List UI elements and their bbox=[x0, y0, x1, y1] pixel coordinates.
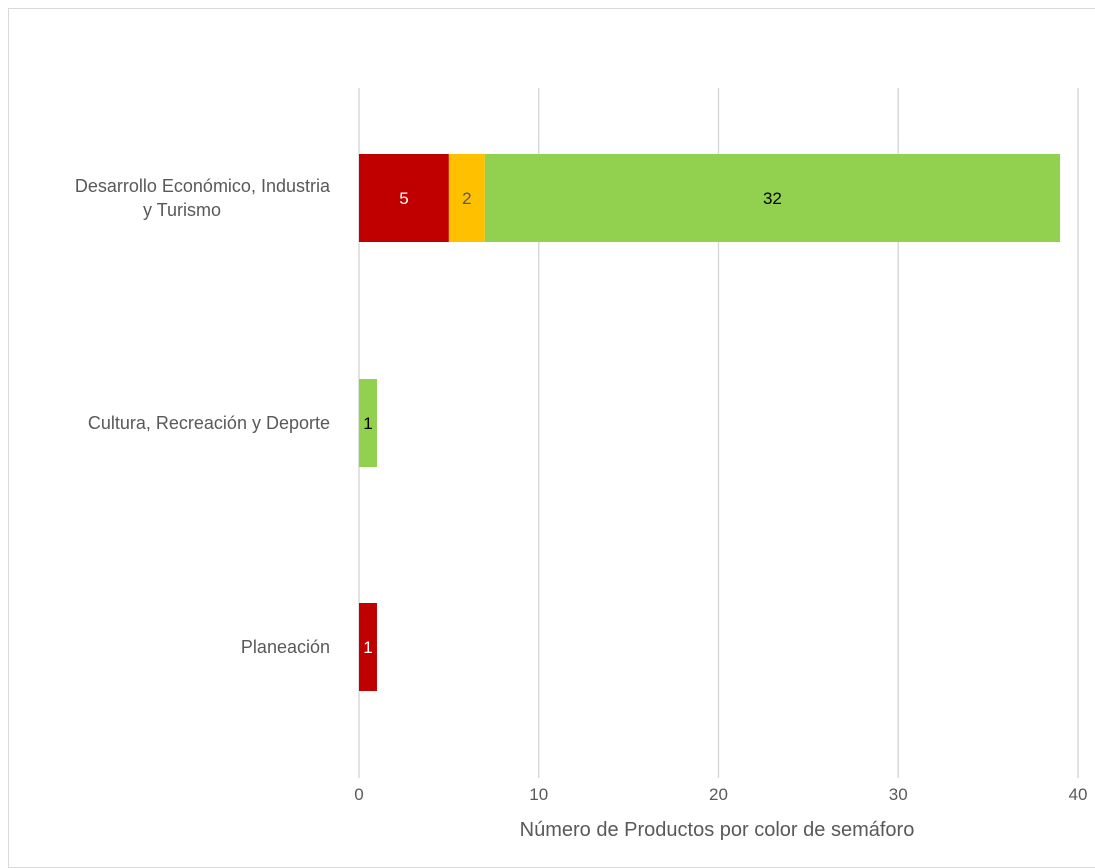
category-label: Planeación bbox=[241, 637, 330, 657]
x-tick-label: 10 bbox=[529, 785, 548, 804]
bar-segment bbox=[359, 154, 449, 242]
x-axis-title: Número de Productos por color de semáfor… bbox=[520, 819, 915, 841]
category-label: Cultura, Recreación y Deporte bbox=[88, 413, 330, 433]
data-label: 1 bbox=[363, 414, 372, 433]
bar-segment bbox=[359, 603, 377, 691]
bar-segment bbox=[448, 154, 485, 242]
bar-segment bbox=[484, 154, 1061, 242]
bar-segment bbox=[359, 379, 377, 467]
x-tick-label: 30 bbox=[889, 785, 908, 804]
data-label: 2 bbox=[462, 189, 471, 208]
x-tick-label: 0 bbox=[354, 785, 363, 804]
data-label: 32 bbox=[763, 189, 782, 208]
category-label: Desarrollo Económico, Industria bbox=[75, 176, 331, 196]
data-label: 5 bbox=[399, 189, 408, 208]
data-label: 1 bbox=[363, 638, 372, 657]
category-labels: Desarrollo Económico, Industria y Turismo… bbox=[75, 176, 331, 657]
x-tick-labels: 0 10 20 30 40 bbox=[354, 785, 1087, 804]
bars bbox=[359, 154, 1061, 691]
x-tick-label: 20 bbox=[709, 785, 728, 804]
data-labels: 5 2 32 1 1 bbox=[363, 189, 782, 657]
bar-chart: 5 2 32 1 1 Desarrollo Económico, Industria y … bbox=[75, 88, 1087, 841]
x-tick-label: 40 bbox=[1069, 785, 1088, 804]
category-label: y Turismo bbox=[143, 200, 221, 220]
